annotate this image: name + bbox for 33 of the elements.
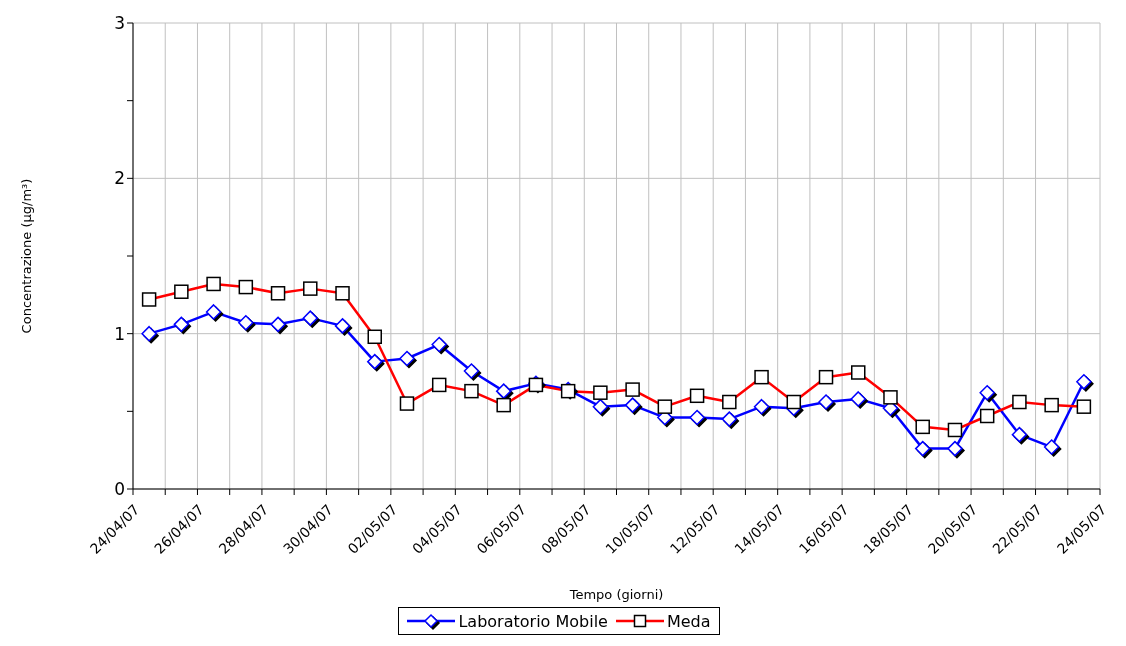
point — [1011, 426, 1028, 443]
point — [592, 398, 609, 415]
point — [367, 353, 383, 370]
point — [495, 383, 512, 399]
point — [1043, 439, 1060, 455]
point — [205, 304, 222, 320]
point — [431, 336, 447, 353]
point — [463, 363, 480, 379]
y-axis-title: Concentrazione (µg/m³) — [18, 178, 34, 334]
point — [302, 310, 319, 326]
point — [141, 325, 157, 342]
point — [947, 440, 963, 457]
y-tick-label: 1 — [114, 323, 125, 344]
point — [753, 398, 770, 415]
point — [979, 384, 995, 401]
point — [1076, 374, 1092, 390]
point — [721, 411, 738, 427]
y-tick-label: 0 — [114, 479, 125, 500]
point — [914, 440, 931, 457]
point — [818, 394, 834, 410]
point — [399, 350, 415, 367]
legend-label: Laboratorio Mobile — [458, 611, 608, 631]
legend-label: Meda — [666, 611, 711, 631]
point — [173, 316, 190, 333]
point — [270, 316, 286, 333]
point — [334, 318, 351, 334]
point — [689, 409, 705, 426]
y-tick-label: 3 — [114, 13, 125, 34]
point — [624, 397, 641, 413]
point — [850, 391, 866, 407]
y-tick-label: 2 — [114, 168, 125, 189]
point — [238, 315, 254, 331]
x-axis-title: Tempo (giorni) — [568, 587, 664, 602]
